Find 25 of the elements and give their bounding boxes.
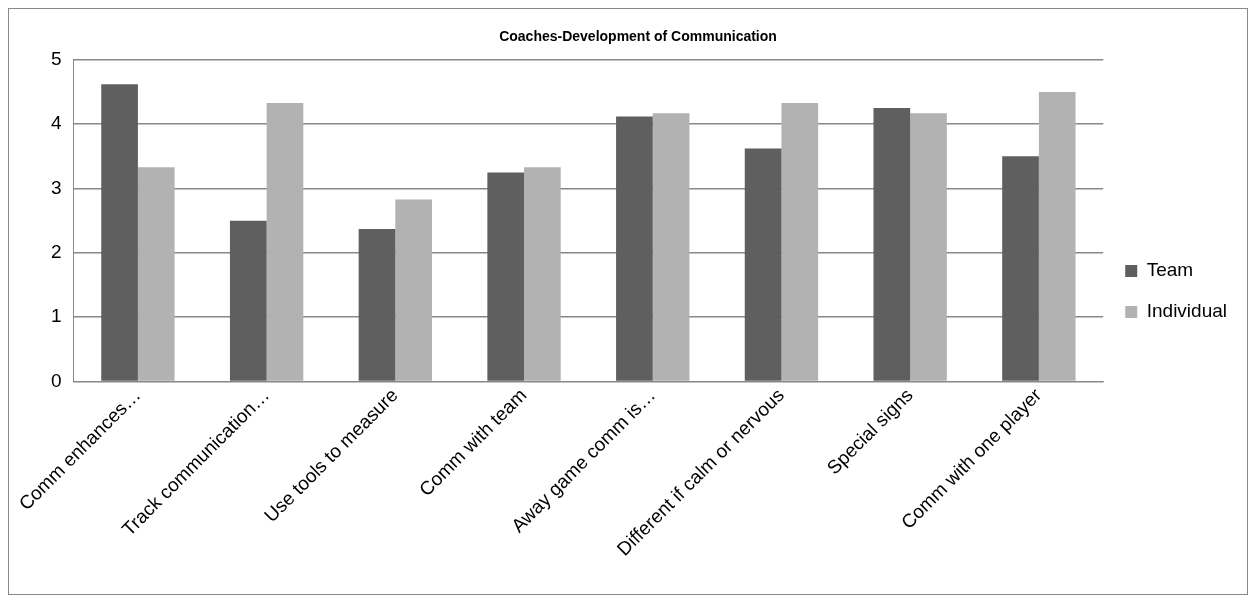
y-tick-label: 2 xyxy=(50,241,62,263)
bar xyxy=(781,102,819,381)
y-tick-label: 3 xyxy=(50,176,62,198)
bar xyxy=(358,229,396,381)
bar xyxy=(137,167,175,381)
chart-title: Coaches-Development of Communication xyxy=(499,28,777,45)
legend-label: Team xyxy=(1146,259,1194,281)
bar xyxy=(395,199,433,381)
bar xyxy=(744,148,782,381)
bar xyxy=(1002,156,1039,381)
bar xyxy=(487,172,525,381)
y-tick-label: 5 xyxy=(50,48,62,70)
bar xyxy=(101,84,138,381)
y-tick-label: 4 xyxy=(50,112,62,134)
bar xyxy=(652,113,690,381)
y-tick-label: 0 xyxy=(50,369,62,391)
legend-label: Individual xyxy=(1146,300,1227,322)
bar xyxy=(873,108,911,381)
bar xyxy=(266,102,304,381)
bar xyxy=(229,220,267,381)
bar xyxy=(524,167,561,381)
bar xyxy=(910,113,947,381)
bar xyxy=(1038,91,1076,381)
bar xyxy=(616,116,653,381)
y-tick-label: 1 xyxy=(50,305,62,327)
